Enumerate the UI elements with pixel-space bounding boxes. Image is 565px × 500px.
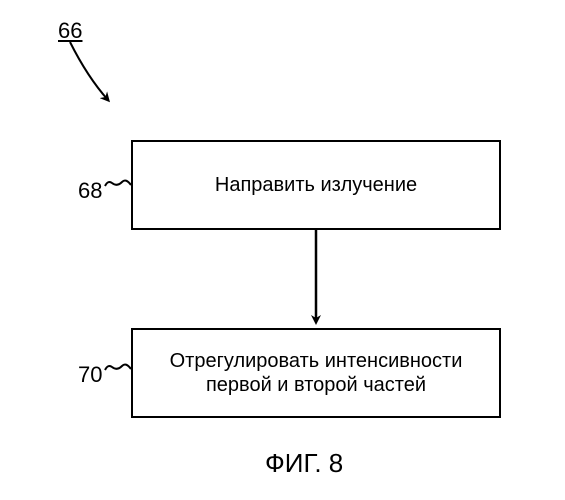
figure-overlay-svg xyxy=(0,0,565,500)
flowchart-node-2-label: Отрегулировать интенсивности первой и вт… xyxy=(170,349,463,397)
figure-caption: ФИГ. 8 xyxy=(265,448,343,479)
squiggle-connector-icon xyxy=(105,181,131,186)
flowchart-node-2: Отрегулировать интенсивности первой и вт… xyxy=(131,328,501,418)
figure-canvas: 66 68 70 Направить излучение Отрегулиров… xyxy=(0,0,565,500)
flowchart-node-1-label: Направить излучение xyxy=(215,173,417,197)
figure-ref-main: 66 xyxy=(58,18,82,44)
figure-ref-70: 70 xyxy=(78,362,102,388)
ref-arrow-icon xyxy=(70,42,108,100)
squiggle-connector-icon xyxy=(105,365,131,370)
figure-ref-68: 68 xyxy=(78,178,102,204)
flowchart-node-1: Направить излучение xyxy=(131,140,501,230)
